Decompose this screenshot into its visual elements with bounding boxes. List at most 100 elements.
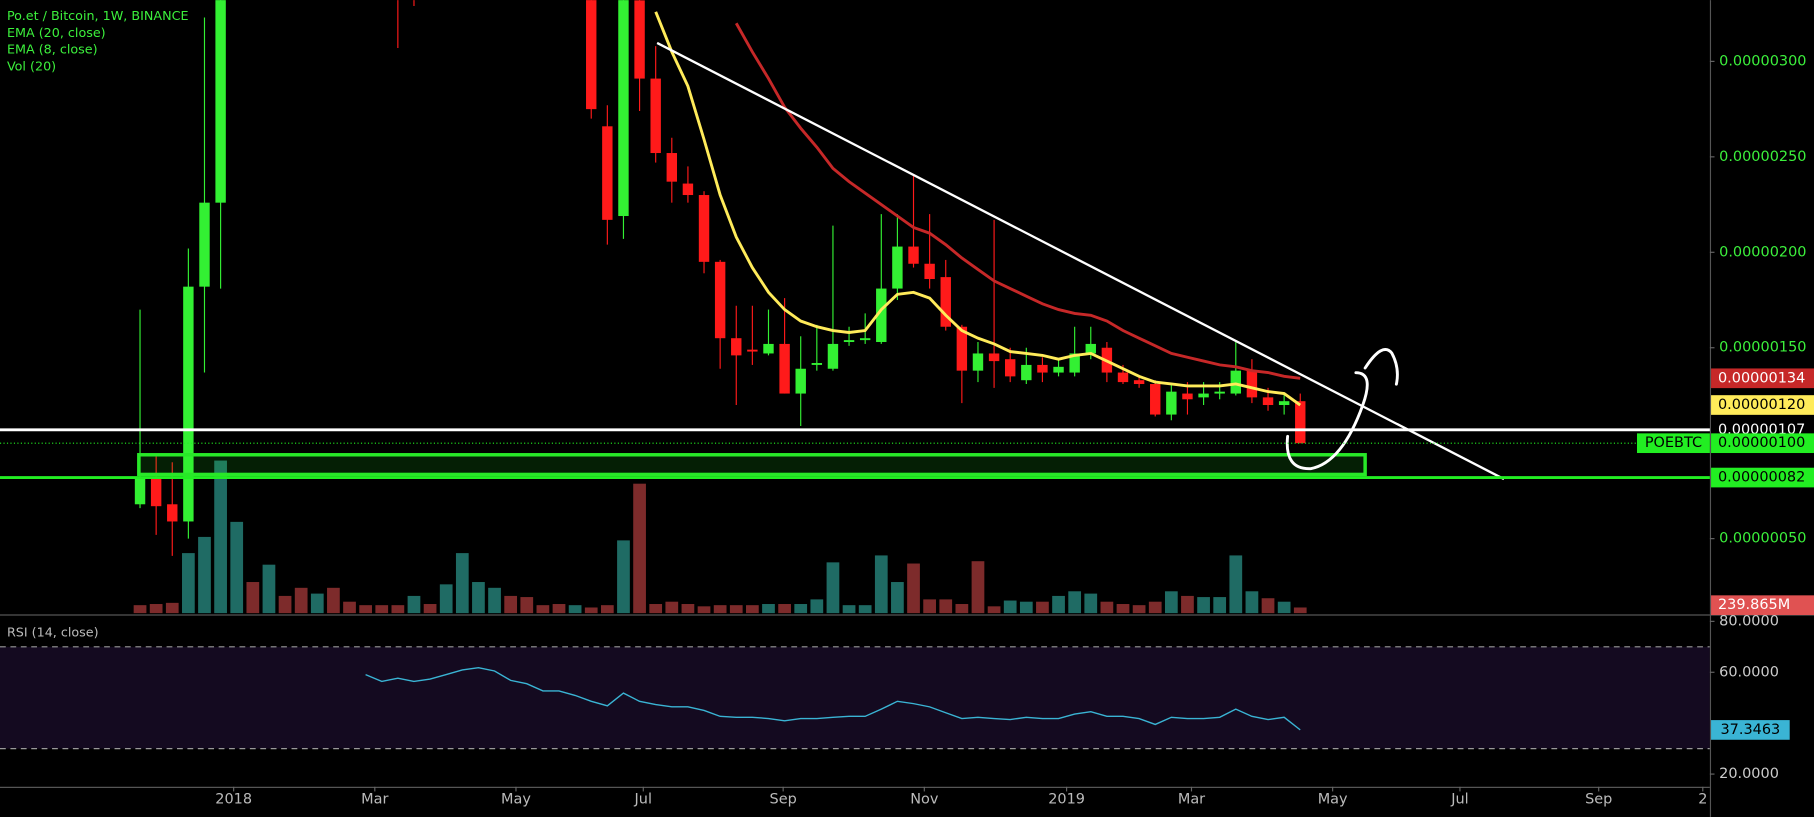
ema-value-label-bg (1711, 368, 1814, 389)
candle-body (1295, 401, 1306, 444)
candle-body (1166, 391, 1177, 415)
candle-body (1262, 397, 1274, 406)
indicator-legend: Vol (20) (7, 59, 56, 74)
candle-body (618, 0, 629, 217)
volume-bar (1068, 591, 1082, 614)
volume-bar (746, 605, 759, 614)
price-pane (133, 0, 1307, 614)
rsi-band (0, 646, 1710, 749)
y-tick-label: 0.00000050 (1719, 531, 1806, 547)
volume-bar (697, 606, 711, 614)
last-price-label-bg (1711, 433, 1814, 454)
volume-bar (600, 605, 614, 614)
rsi-pane (0, 646, 1710, 750)
volume-bar (359, 605, 372, 614)
volume-bar (149, 604, 163, 614)
volume-bar (182, 553, 195, 614)
candle-body (183, 286, 194, 522)
volume-bar (729, 605, 743, 614)
volume-bar (310, 593, 324, 614)
candle-body (602, 126, 613, 220)
volume-bar (762, 604, 775, 614)
candle-body (876, 288, 887, 343)
rsi-value-label: 37.3463 (1720, 722, 1780, 738)
volume-bar (874, 555, 888, 614)
volume-bar (327, 587, 340, 614)
ema-value-label: 0.00000120 (1718, 397, 1805, 413)
volume-bar (472, 582, 485, 614)
ema-line (654, 11, 1302, 407)
volume-bar (1213, 597, 1227, 614)
volume-bar (1293, 607, 1307, 614)
candle-body (747, 349, 758, 352)
volume-bar (536, 605, 550, 614)
candle-body (199, 202, 210, 287)
volume-bar (230, 521, 244, 614)
ema-value-label: 0.00000134 (1718, 370, 1805, 386)
volume-bar (423, 604, 437, 614)
volume-bar (1003, 600, 1017, 614)
candle-body (1085, 343, 1096, 354)
ema-value-label-bg (1711, 395, 1814, 415)
candle-body (763, 343, 774, 354)
volume-bar (633, 483, 646, 614)
volume-bar (939, 599, 953, 614)
volume-bar (439, 584, 453, 614)
x-tick-label: Jul (634, 792, 652, 808)
volume-bar (568, 605, 582, 614)
candle-body (150, 477, 162, 507)
candle-body (940, 277, 951, 327)
volume-bar (987, 606, 1001, 614)
y-tick-label: 20.0000 (1719, 766, 1779, 782)
price-line-label: 0.00000082 (1718, 470, 1805, 486)
rsi-line (365, 666, 1301, 731)
candle-body (731, 338, 742, 356)
candle-body (134, 477, 146, 505)
volume-bar (1164, 591, 1178, 614)
x-tick-label: Mar (1178, 792, 1205, 808)
volume-bar (971, 561, 985, 614)
volume-bar (375, 605, 389, 614)
volume-bar (891, 582, 904, 614)
candle-body (1230, 370, 1242, 394)
candle-body (1246, 370, 1258, 398)
volume-bar (1084, 593, 1098, 614)
volume-bar (681, 604, 695, 614)
volume-bar (1245, 591, 1259, 614)
volume-bar (1132, 605, 1146, 614)
volume-bar (617, 540, 630, 614)
x-tick-label: May (1318, 792, 1348, 808)
volume-bar (488, 587, 501, 614)
volume-bar (278, 595, 292, 614)
support-zone (137, 453, 1367, 477)
rsi-title: RSI (14, close) (7, 624, 99, 639)
candle-body (843, 340, 855, 343)
price-line-label-bg (1711, 467, 1814, 488)
candle-body (650, 78, 661, 154)
candle-body (698, 195, 710, 262)
indicator-legend: EMA (8, close) (7, 41, 98, 56)
volume-bar (907, 563, 920, 614)
x-tick-label: 2 (1698, 792, 1707, 808)
volume-bar (520, 597, 534, 614)
volume-bar (1229, 555, 1243, 614)
y-tick-label: 0.00000200 (1719, 244, 1806, 260)
y-tick-label: 0.00000300 (1719, 53, 1806, 69)
volume-bar (955, 604, 969, 614)
volume-bar (391, 605, 405, 614)
volume-bar (1277, 601, 1291, 614)
symbol-label-bg (1636, 433, 1710, 454)
volume-bar (165, 602, 179, 614)
volume-bar (504, 595, 518, 614)
y-tick-label: 0.00000250 (1719, 149, 1806, 165)
y-tick-label: 80.0000 (1719, 613, 1779, 629)
volume-value-label: 239.865M (1718, 597, 1790, 613)
volume-bar (1100, 601, 1114, 614)
volume-bar (214, 460, 227, 614)
volume-bar (343, 601, 356, 614)
candle-body (988, 353, 1000, 362)
x-tick-label: Sep (1585, 792, 1612, 808)
candle-body (1021, 364, 1032, 381)
candle-body (779, 343, 790, 394)
